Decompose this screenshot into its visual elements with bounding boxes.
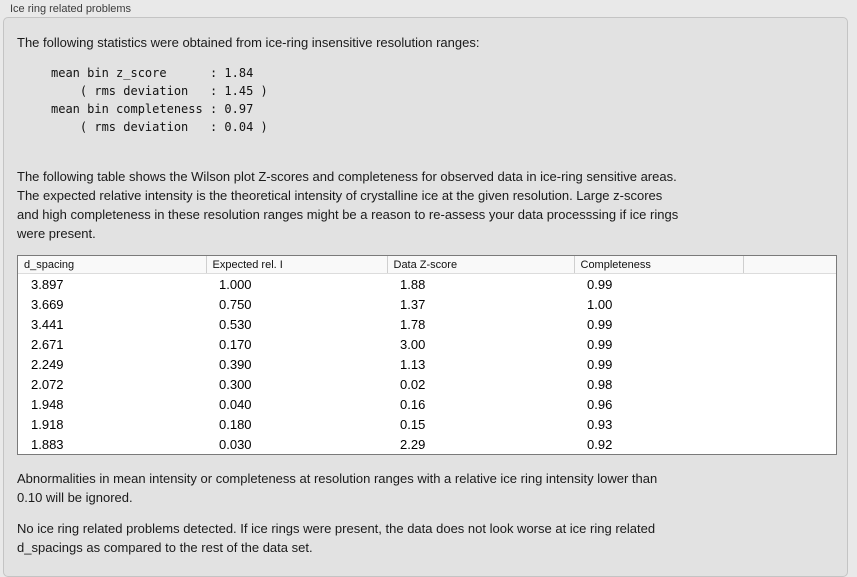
cell-expected-rel-i: 0.170 (219, 336, 252, 352)
cell-expected-rel-i: 0.040 (219, 396, 252, 412)
table-row[interactable]: 2.249 0.390 1.13 0.99 (18, 354, 836, 374)
cell-d-spacing: 2.671 (31, 336, 64, 352)
column-header-completeness[interactable]: Completeness (573, 256, 743, 274)
cell-completeness: 0.92 (587, 436, 613, 452)
table-row[interactable]: 2.671 0.170 3.00 0.99 (18, 334, 836, 354)
cell-data-z-score: 1.37 (400, 296, 426, 312)
cell-completeness: 0.99 (587, 316, 613, 332)
cell-empty (743, 294, 836, 314)
cell-data-z-score: 1.88 (400, 276, 426, 292)
cell-data-z-score: 0.02 (400, 376, 426, 392)
ice-ring-table-grid: d_spacing Expected rel. I Data Z-score C… (18, 256, 836, 454)
cell-d-spacing: 3.669 (31, 296, 64, 312)
cell-empty (743, 274, 836, 295)
cell-completeness: 0.99 (587, 276, 613, 292)
cell-expected-rel-i: 0.300 (219, 376, 252, 392)
cell-data-z-score: 3.00 (400, 336, 426, 352)
cell-empty (743, 314, 836, 334)
groupbox-label: Ice ring related problems (10, 3, 132, 15)
cell-empty (743, 334, 836, 354)
cell-expected-rel-i: 0.180 (219, 416, 252, 432)
column-header-data-z-score[interactable]: Data Z-score (386, 256, 574, 274)
cell-completeness: 0.99 (587, 356, 613, 372)
cell-empty (743, 354, 836, 374)
stats-summary-block: mean bin z_score : 1.84 ( rms deviation … (51, 66, 268, 134)
cell-data-z-score: 2.29 (400, 436, 426, 452)
table-description-text: The following table shows the Wilson plo… (17, 169, 679, 241)
table-row[interactable]: 3.897 1.000 1.88 0.99 (18, 274, 836, 295)
cell-completeness: 1.00 (587, 296, 613, 312)
table-row[interactable]: 2.072 0.300 0.02 0.98 (18, 374, 836, 394)
conclusion-text: No ice ring related problems detected. I… (17, 521, 656, 555)
cell-empty (743, 394, 836, 414)
cell-completeness: 0.99 (587, 336, 613, 352)
ice-ring-panel: The following statistics were obtained f… (3, 17, 848, 577)
cell-d-spacing: 3.897 (31, 276, 64, 292)
table-row[interactable]: 1.918 0.180 0.15 0.93 (18, 414, 836, 434)
cell-d-spacing: 1.883 (31, 436, 64, 452)
cell-data-z-score: 0.16 (400, 396, 426, 412)
column-header-empty[interactable] (742, 256, 836, 274)
column-header-d-spacing[interactable]: d_spacing (18, 256, 206, 274)
cell-completeness: 0.98 (587, 376, 613, 392)
cell-expected-rel-i: 0.390 (219, 356, 252, 372)
cell-expected-rel-i: 1.000 (219, 276, 252, 292)
cell-data-z-score: 1.78 (400, 316, 426, 332)
table-row[interactable]: 1.883 0.030 2.29 0.92 (18, 434, 836, 454)
cell-expected-rel-i: 0.750 (219, 296, 252, 312)
cell-data-z-score: 0.15 (400, 416, 426, 432)
table-row[interactable]: 3.669 0.750 1.37 1.00 (18, 294, 836, 314)
cell-d-spacing: 3.441 (31, 316, 64, 332)
column-header-expected-rel-i[interactable]: Expected rel. I (205, 256, 387, 274)
cell-expected-rel-i: 0.530 (219, 316, 252, 332)
cell-data-z-score: 1.13 (400, 356, 426, 372)
ice-ring-table[interactable]: d_spacing Expected rel. I Data Z-score C… (17, 255, 837, 455)
cell-expected-rel-i: 0.030 (219, 436, 252, 452)
cell-d-spacing: 1.918 (31, 416, 64, 432)
cell-d-spacing: 1.948 (31, 396, 64, 412)
cell-completeness: 0.93 (587, 416, 613, 432)
cell-completeness: 0.96 (587, 396, 613, 412)
cell-d-spacing: 2.249 (31, 356, 64, 372)
table-row[interactable]: 3.441 0.530 1.78 0.99 (18, 314, 836, 334)
table-body: 3.897 1.000 1.88 0.99 3.669 0.750 1.37 1… (18, 274, 836, 455)
table-header-row: d_spacing Expected rel. I Data Z-score C… (18, 256, 836, 274)
cell-empty (743, 414, 836, 434)
cell-empty (743, 374, 836, 394)
cell-d-spacing: 2.072 (31, 376, 64, 392)
cell-empty (743, 434, 836, 454)
stats-intro-text: The following statistics were obtained f… (17, 35, 480, 50)
table-row[interactable]: 1.948 0.040 0.16 0.96 (18, 394, 836, 414)
ignore-note-text: Abnormalities in mean intensity or compl… (17, 471, 658, 505)
